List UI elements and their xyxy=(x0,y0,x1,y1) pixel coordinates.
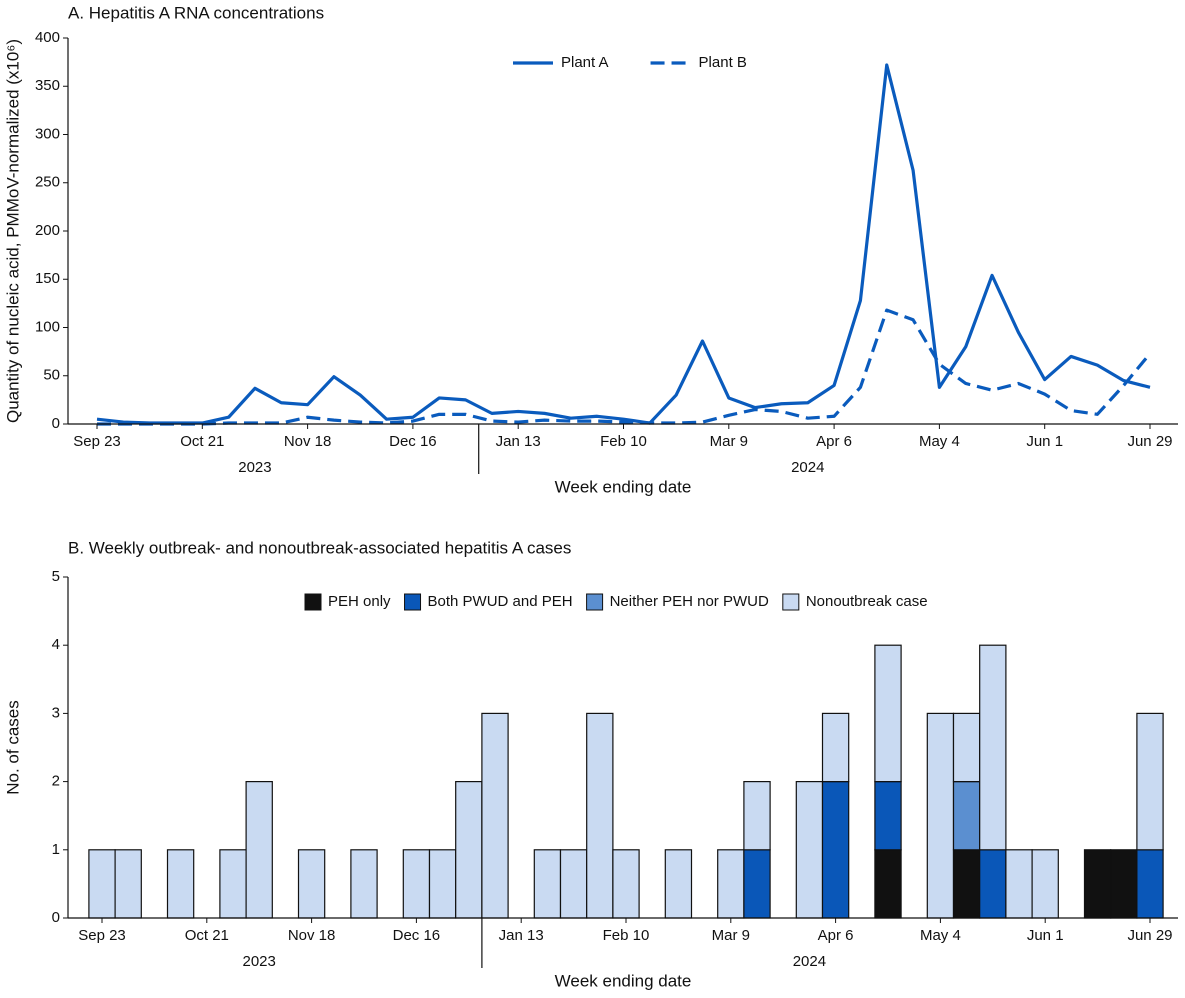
bar-segment xyxy=(874,849,902,919)
y-tick-label: 5 xyxy=(52,568,60,585)
bar-segment xyxy=(245,780,273,919)
line-series xyxy=(97,308,1152,426)
x-tick-label: Oct 21 xyxy=(185,927,229,944)
y-tick-label: 3 xyxy=(52,704,60,721)
y-tick-label: 250 xyxy=(35,174,60,191)
bar-segment xyxy=(350,849,378,919)
y-tick-label: 100 xyxy=(35,318,60,335)
bar-segment xyxy=(952,849,981,919)
y-tick-label: 400 xyxy=(35,29,60,46)
x-axis-label: Week ending date xyxy=(555,477,692,496)
legend-swatch xyxy=(304,593,322,611)
bar-segment xyxy=(1031,849,1059,919)
x-tick-label: Feb 10 xyxy=(603,927,650,944)
x-axis-label: Week ending date xyxy=(555,971,692,990)
bar-segment xyxy=(612,849,640,919)
x-tick-label: Apr 6 xyxy=(816,433,852,450)
legend-label: Plant B xyxy=(699,54,747,71)
x-tick-label: Jan 13 xyxy=(496,433,541,450)
x-tick-label: Jun 1 xyxy=(1026,433,1063,450)
legend-label: Plant A xyxy=(561,54,609,71)
y-tick-label: 1 xyxy=(52,841,60,858)
bar-segment xyxy=(821,712,850,783)
bar-segment xyxy=(559,849,588,919)
y-tick-label: 0 xyxy=(52,415,60,432)
bar-segment xyxy=(402,849,431,919)
legend-label: Both PWUD and PEH xyxy=(428,593,573,610)
bar-segment xyxy=(874,644,902,783)
x-tick-label: Jun 1 xyxy=(1027,927,1064,944)
x-tick-label: Feb 10 xyxy=(600,433,647,450)
bar-segment xyxy=(926,712,955,919)
panel-title: A. Hepatitis A RNA concentrations xyxy=(68,3,324,22)
bar-segment xyxy=(428,849,457,919)
y-tick-label: 350 xyxy=(35,77,60,94)
x-tick-label: Mar 9 xyxy=(710,433,748,450)
bar-segment xyxy=(743,849,771,919)
x-tick-label: Mar 9 xyxy=(712,927,750,944)
bar-segment xyxy=(952,712,981,783)
y-axis-label: Quantity of nucleic acid, PMMoV-normaliz… xyxy=(3,39,22,423)
line-series xyxy=(96,63,1151,425)
bar-segment xyxy=(88,849,116,919)
bar-segment xyxy=(1136,712,1164,851)
y-tick-label: 50 xyxy=(43,367,60,384)
legend-swatch xyxy=(782,593,800,611)
x-tick-label: Sep 23 xyxy=(73,433,121,450)
y-tick-label: 150 xyxy=(35,270,60,287)
bar-segment xyxy=(297,849,326,919)
bar-segment xyxy=(979,644,1007,851)
year-label: 2023 xyxy=(238,459,271,476)
bar-segment xyxy=(979,849,1007,919)
x-tick-label: Nov 18 xyxy=(284,433,332,450)
x-tick-label: May 4 xyxy=(919,433,960,450)
y-tick-label: 4 xyxy=(52,636,60,653)
bar-segment xyxy=(455,780,483,919)
y-axis-label: No. of cases xyxy=(3,700,22,795)
year-label: 2023 xyxy=(243,953,276,970)
bar-segment xyxy=(1136,849,1164,919)
x-tick-label: Apr 6 xyxy=(818,927,854,944)
bar-segment xyxy=(821,780,850,919)
bar-segment xyxy=(874,780,902,851)
bar-segment xyxy=(717,849,745,919)
legend-swatch xyxy=(404,593,422,611)
legend-label: Nonoutbreak case xyxy=(806,593,928,610)
bar-segment xyxy=(586,712,614,919)
bar-segment xyxy=(743,780,771,851)
x-tick-label: Jun 29 xyxy=(1127,927,1172,944)
bar-segment xyxy=(114,849,142,919)
bar-segment xyxy=(664,849,693,919)
year-label: 2024 xyxy=(793,953,826,970)
x-tick-label: Sep 23 xyxy=(78,927,126,944)
x-tick-label: Dec 16 xyxy=(389,433,437,450)
bar-segment xyxy=(166,849,195,919)
bar-segment xyxy=(1083,849,1112,919)
y-tick-label: 0 xyxy=(52,909,60,926)
panel-title: B. Weekly outbreak- and nonoutbreak-asso… xyxy=(68,538,571,557)
bar-segment xyxy=(952,780,981,851)
x-tick-label: May 4 xyxy=(920,927,961,944)
y-tick-label: 300 xyxy=(35,125,60,142)
bar-segment xyxy=(219,849,247,919)
bar-segment xyxy=(1005,849,1033,919)
legend-label: PEH only xyxy=(328,593,391,610)
bar-segment xyxy=(1110,849,1138,919)
bar-segment xyxy=(795,780,824,919)
x-tick-label: Jun 29 xyxy=(1127,433,1172,450)
bar-segment xyxy=(533,849,562,919)
y-tick-label: 2 xyxy=(52,773,60,790)
bar-segment xyxy=(481,712,509,919)
year-label: 2024 xyxy=(791,459,824,476)
x-tick-label: Oct 21 xyxy=(180,433,224,450)
x-tick-label: Nov 18 xyxy=(288,927,336,944)
x-tick-label: Dec 16 xyxy=(393,927,441,944)
legend-swatch xyxy=(586,593,604,611)
legend-label: Neither PEH nor PWUD xyxy=(610,593,769,610)
y-tick-label: 200 xyxy=(35,222,60,239)
x-tick-label: Jan 13 xyxy=(499,927,544,944)
